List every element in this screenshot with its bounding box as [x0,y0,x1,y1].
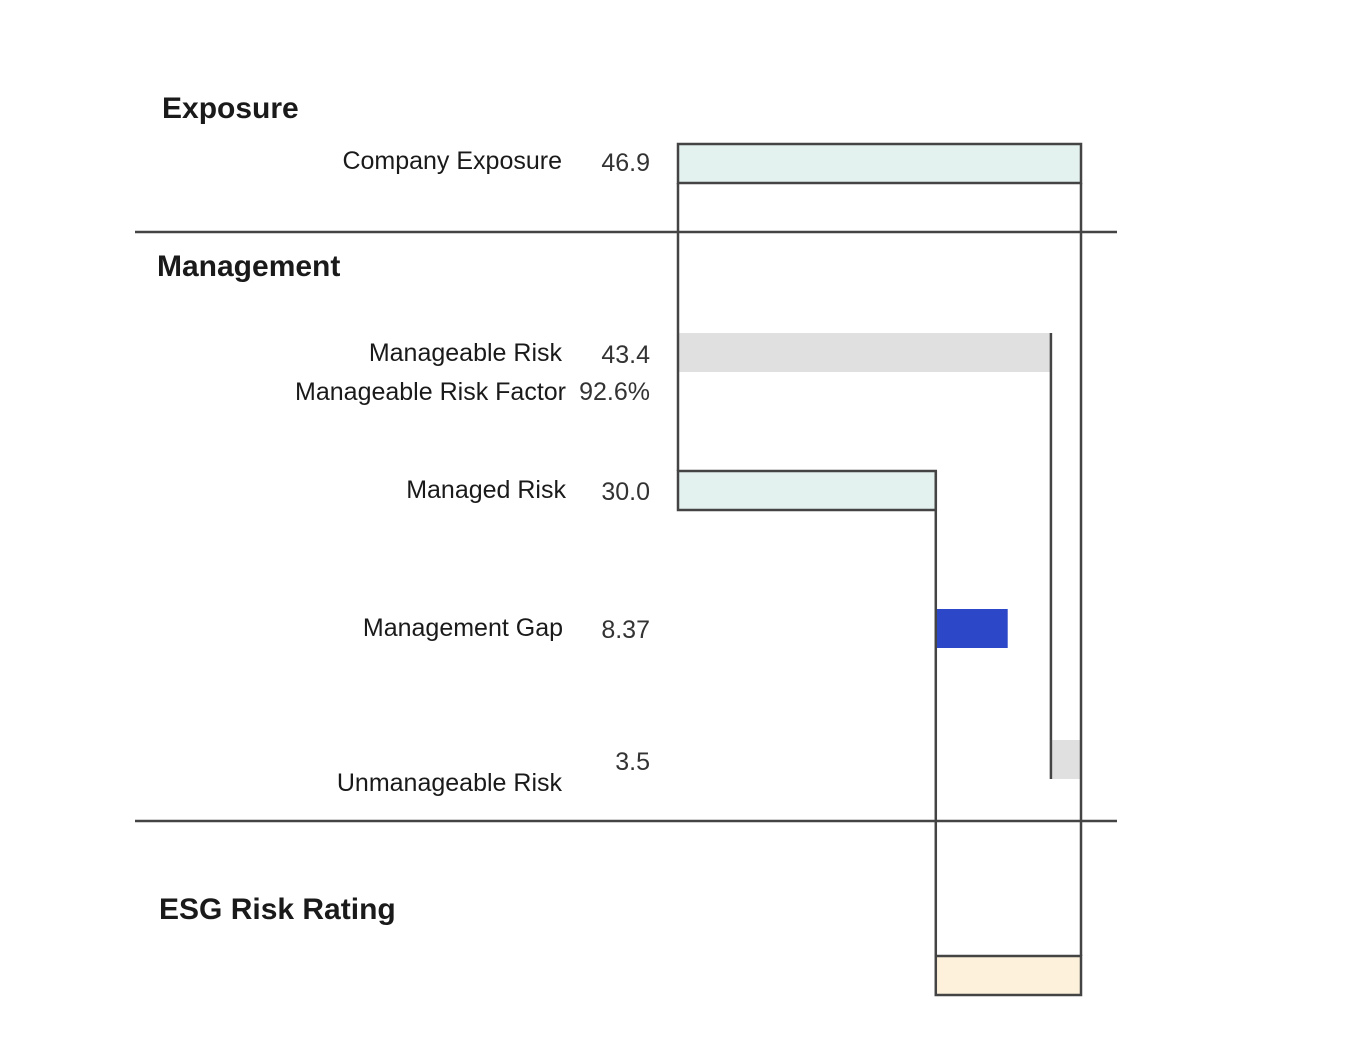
row-value-managed-risk: 30.0 [601,478,650,506]
row-label-managed-risk: Managed Risk [406,476,566,504]
row-value-manageable-risk: 43.4 [601,341,650,369]
row-label-manageable-risk-factor: Manageable Risk Factor [295,378,566,406]
row-value-unmanageable-risk: 3.5 [615,748,650,776]
bar-management-gap [935,609,1008,648]
row-value-management-gap: 8.37 [601,616,650,644]
row-value-company-exposure: 46.9 [601,149,650,177]
section-title-exposure: Exposure [162,92,299,125]
bar-unmanageable-risk [1050,740,1081,779]
section-title-management: Management [157,250,341,283]
row-label-manageable-risk: Manageable Risk [368,339,562,367]
row-value-manageable-risk-factor: 92.6% [579,378,650,406]
row-label-management-gap: Management Gap [362,614,563,642]
bar-manageable-risk [678,333,1051,372]
row-label-unmanageable-risk: Unmanageable Risk [336,769,562,797]
bar-esg-risk-rating [934,954,1083,997]
bar-managed-risk [676,469,938,512]
section-title-esg-risk-rating: ESG Risk Rating [159,893,396,926]
row-label-company-exposure: Company Exposure [342,147,562,175]
bar-company-exposure [676,142,1083,185]
